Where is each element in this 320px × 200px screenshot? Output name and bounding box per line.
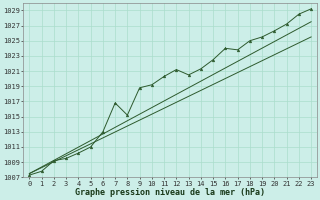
X-axis label: Graphe pression niveau de la mer (hPa): Graphe pression niveau de la mer (hPa) xyxy=(75,188,265,197)
